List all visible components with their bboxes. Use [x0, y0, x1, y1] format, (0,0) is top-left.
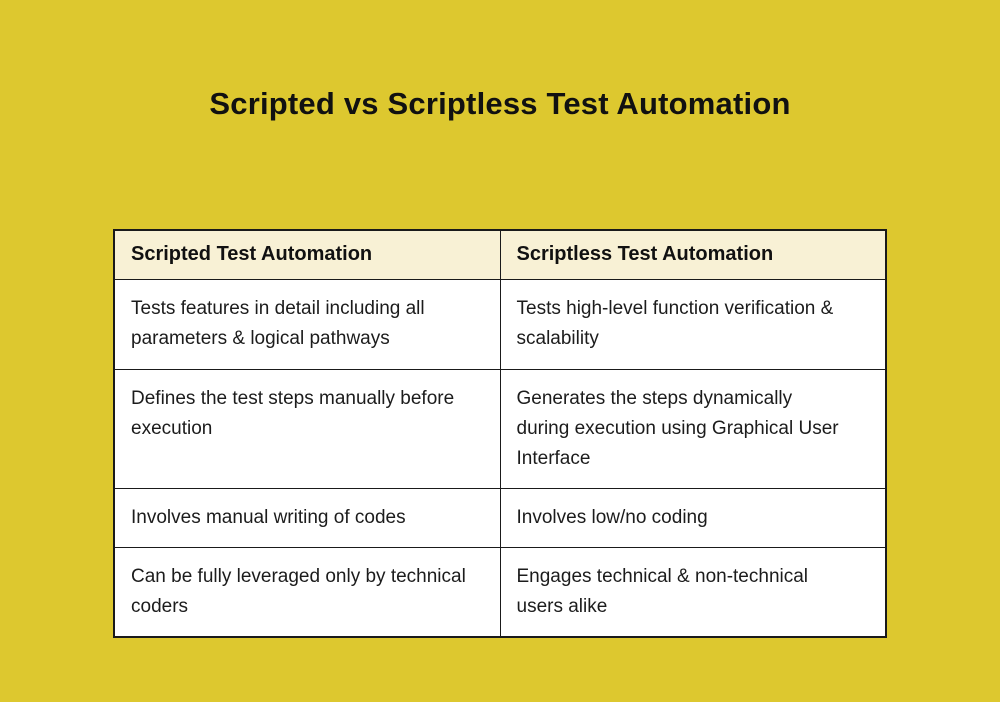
column-header-scriptless: Scriptless Test Automation — [499, 229, 887, 280]
table-cell-scriptless-3: Involves low/no coding — [499, 487, 887, 548]
table-row: Tests features in detail including all p… — [113, 278, 887, 370]
table-cell-scriptless-4: Engages technical & non-technical users … — [499, 546, 887, 637]
table-cell-scripted-3: Involves manual writing of codes — [113, 487, 501, 548]
table-row: Defines the test steps manually before e… — [113, 368, 887, 489]
table-row: Involves manual writing of codes Involve… — [113, 487, 887, 548]
table-cell-scripted-4: Can be fully leveraged only by technical… — [113, 546, 501, 637]
table-cell-scripted-2: Defines the test steps manually before e… — [113, 368, 501, 489]
table-cell-scriptless-1: Tests high-level function verification &… — [499, 278, 887, 370]
page-title: Scripted vs Scriptless Test Automation — [209, 86, 791, 121]
table-header-row: Scripted Test Automation Scriptless Test… — [113, 229, 887, 280]
table-cell-scriptless-2: Generates the steps dynamically during e… — [499, 368, 887, 489]
table-row: Can be fully leveraged only by technical… — [113, 546, 887, 637]
column-header-scripted: Scripted Test Automation — [113, 229, 501, 280]
comparison-table-grid: Scripted Test Automation Scriptless Test… — [113, 229, 887, 638]
table-cell-scripted-1: Tests features in detail including all p… — [113, 278, 501, 370]
comparison-table: Scripted Test Automation Scriptless Test… — [113, 229, 887, 638]
